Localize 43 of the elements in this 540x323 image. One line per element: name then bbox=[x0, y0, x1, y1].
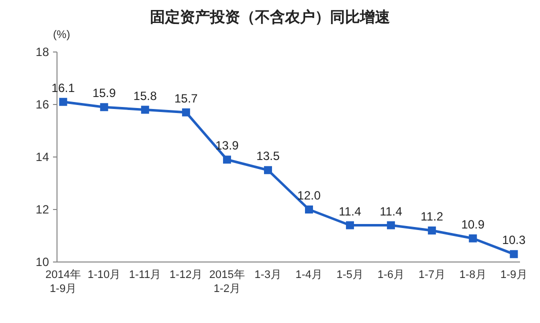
data-label: 11.4 bbox=[380, 204, 402, 218]
point bbox=[346, 221, 354, 230]
point bbox=[386, 221, 395, 230]
x-tick-label: 1-9月 bbox=[500, 269, 528, 281]
data-label: 12.0 bbox=[297, 188, 321, 202]
y-tick-label: 10 bbox=[36, 255, 50, 269]
y-tick-label: 18 bbox=[36, 45, 50, 59]
data-label: 15.9 bbox=[92, 86, 116, 100]
point bbox=[59, 98, 68, 106]
data-label: 11.2 bbox=[420, 210, 444, 224]
data-label: 16.1 bbox=[51, 80, 76, 95]
point bbox=[428, 226, 436, 234]
x-tick-label: 1-5月 bbox=[336, 269, 364, 281]
x-tick-label: 1-3月 bbox=[254, 269, 282, 281]
y-axis-title: (%) bbox=[53, 29, 70, 41]
x-tick-label: 1-12月 bbox=[170, 269, 203, 281]
data-label: 13.5 bbox=[256, 149, 280, 164]
y-tick-label: 16 bbox=[36, 98, 50, 112]
x-tick-label: 1-10月 bbox=[88, 269, 121, 281]
x-tick-label: 1-11月 bbox=[128, 269, 162, 281]
data-label: 10.3 bbox=[502, 233, 526, 248]
x-tick-label: 2014年 1-9月 bbox=[45, 269, 81, 295]
data-label: 10.9 bbox=[461, 217, 485, 232]
point bbox=[182, 108, 190, 116]
point bbox=[468, 234, 477, 242]
point bbox=[100, 103, 108, 112]
point bbox=[304, 206, 313, 214]
data-label: 15.8 bbox=[133, 88, 158, 103]
x-tick-label: 1-6月 bbox=[377, 269, 404, 281]
x-tick-label: 2015年 1-2月 bbox=[209, 269, 245, 295]
x-tick-label: 1-8月 bbox=[459, 269, 486, 281]
y-tick-label: 14 bbox=[36, 150, 50, 164]
point bbox=[510, 250, 518, 258]
chart-title: 固定资产投资（不含农户）同比增速 bbox=[150, 8, 391, 26]
data-label: 11.4 bbox=[338, 204, 362, 218]
point bbox=[264, 166, 272, 174]
data-label: 15.7 bbox=[174, 91, 198, 106]
point bbox=[141, 106, 150, 114]
data-label: 13.9 bbox=[215, 138, 240, 153]
point bbox=[223, 156, 232, 164]
x-tick-label: 1-7月 bbox=[418, 269, 446, 281]
y-tick-label: 12 bbox=[36, 202, 50, 216]
x-tick-label: 1-4月 bbox=[296, 269, 322, 281]
